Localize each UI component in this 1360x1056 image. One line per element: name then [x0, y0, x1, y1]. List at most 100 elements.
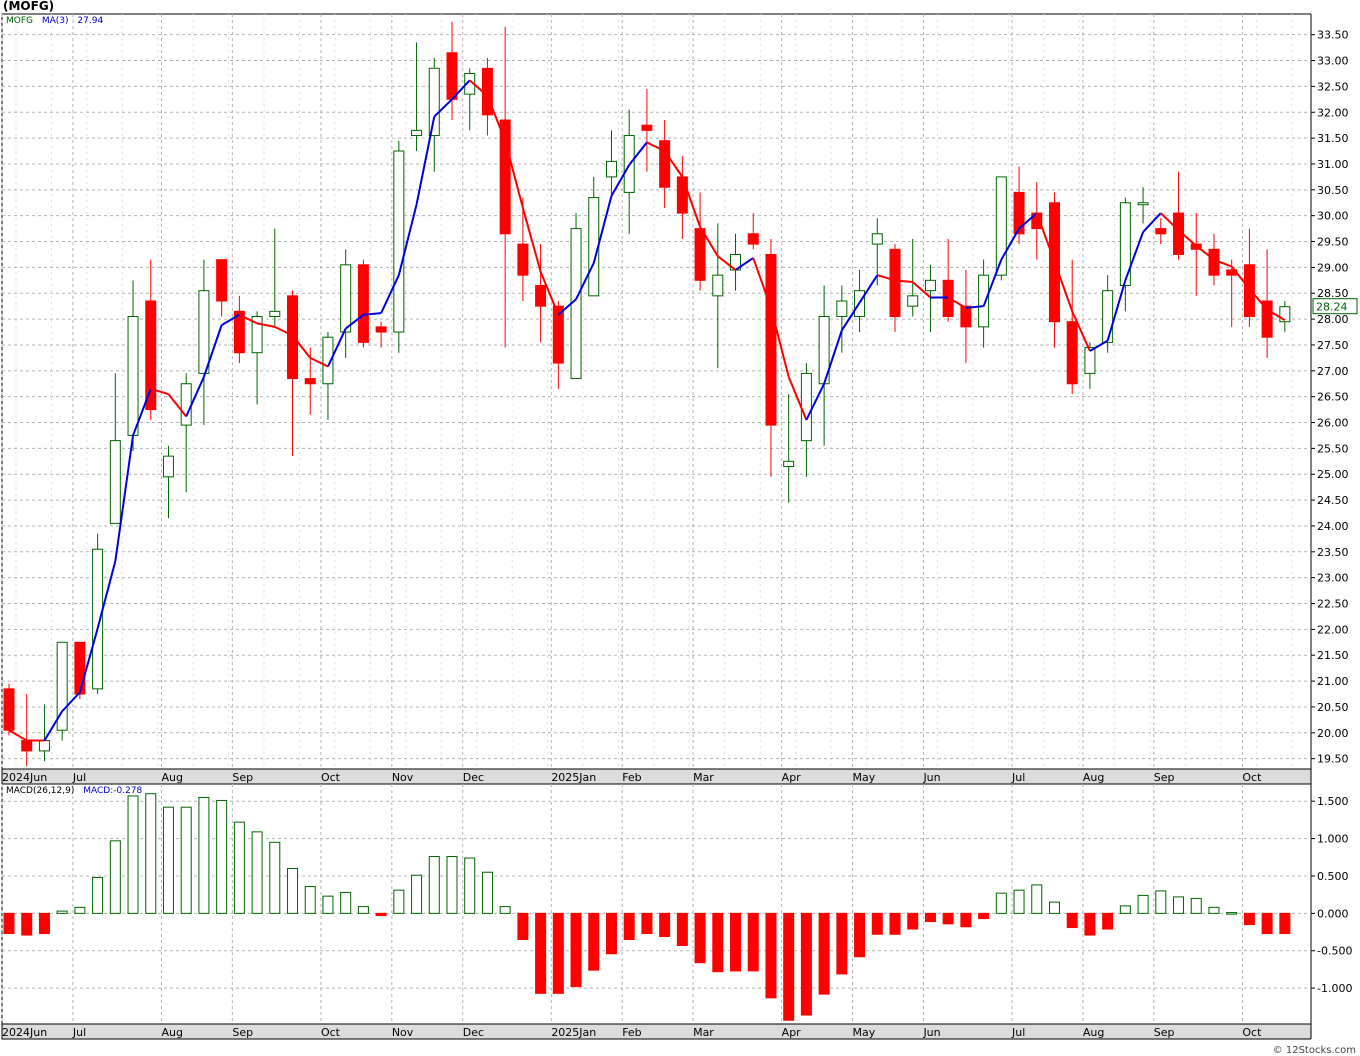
candle-body: [92, 548, 104, 690]
y-tick-label: 20.00: [1317, 727, 1349, 740]
candle-body: [978, 274, 990, 328]
y-tick-label: 30.00: [1317, 210, 1349, 223]
ma-line-segment: [363, 312, 382, 316]
ma-line-segment: [681, 176, 702, 228]
ma-line-segment: [628, 141, 648, 166]
y-tick-label: 29.50: [1317, 236, 1349, 249]
candle-body: [712, 274, 724, 297]
ma-line-segment: [433, 98, 453, 118]
macd-bar: [889, 912, 901, 935]
candle-body: [765, 253, 777, 426]
candle-body: [233, 310, 245, 354]
legend-symbol: MOFG: [6, 16, 33, 26]
macd-bar: [854, 912, 866, 958]
x-tick-label: 2024Jun: [2, 771, 47, 784]
macd-bar: [605, 912, 617, 955]
macd-bar: [836, 912, 848, 975]
macd-bar: [1190, 897, 1202, 914]
ma-line-segment: [1018, 212, 1038, 230]
macd-bar: [570, 912, 582, 988]
macd-bar: [216, 799, 228, 914]
ma-line-segment: [1124, 231, 1145, 281]
candle-body: [145, 300, 157, 411]
macd-bar: [464, 857, 476, 914]
x-tick-label: Aug: [1083, 771, 1104, 784]
y-tick-label: 32.00: [1317, 106, 1349, 119]
macd-bar: [517, 912, 529, 941]
macd-y-tick-label: 0.500: [1317, 870, 1349, 883]
macd-bar: [694, 912, 706, 964]
ma-line-segment: [521, 207, 542, 272]
candle-body: [694, 228, 706, 281]
candle-body: [659, 140, 671, 188]
macd-bar: [800, 912, 812, 1016]
ma-line-segment: [274, 325, 293, 337]
legend-macd-value: MACD:-0.278: [83, 786, 143, 796]
ma-line-segment: [345, 314, 365, 330]
macd-bar: [145, 793, 157, 914]
y-tick-label: 31.50: [1317, 132, 1349, 145]
ma-line-segment: [132, 388, 152, 436]
ma-line-segment: [982, 259, 1003, 307]
ma-line-segment: [61, 691, 81, 712]
ma-line-segment: [291, 334, 312, 359]
ma-line-segment: [504, 140, 524, 209]
macd-bar: [74, 906, 86, 914]
candle-body: [1279, 306, 1291, 323]
macd-bar: [1243, 912, 1255, 926]
macd-bar: [1066, 912, 1078, 929]
candle-body: [960, 305, 972, 328]
x-tick-label: Mar: [693, 771, 714, 784]
x-tick-label: Dec: [463, 1026, 484, 1039]
ma-line-segment: [876, 274, 896, 282]
candle-body: [21, 740, 33, 752]
macd-bar: [818, 912, 830, 995]
y-tick-label: 26.50: [1317, 391, 1349, 404]
ma-line-segment: [1053, 261, 1074, 312]
macd-bar: [588, 912, 600, 971]
x-tick-label: Sep: [1154, 771, 1175, 784]
candle-body: [535, 284, 547, 307]
ma-line-segment: [947, 296, 967, 309]
ma-line-segment: [805, 383, 826, 421]
macd-bar: [730, 912, 742, 972]
candle-body: [907, 295, 919, 307]
y-tick-label: 21.00: [1317, 675, 1349, 688]
x-tick-label: Apr: [782, 1026, 802, 1039]
macd-bar: [428, 856, 440, 914]
candle-body: [74, 641, 86, 695]
ma-line-segment: [717, 255, 737, 271]
candle-body: [287, 295, 299, 380]
macd-bar: [357, 906, 369, 914]
candle-body: [1013, 191, 1025, 235]
candle-body: [322, 336, 334, 385]
macd-bar: [1137, 894, 1149, 914]
candle-body: [517, 243, 529, 276]
macd-bar: [942, 912, 954, 925]
macd-bar: [446, 856, 458, 914]
x-tick-label: Mar: [693, 1026, 714, 1039]
macd-y-tick-label: -1.000: [1317, 982, 1352, 995]
macd-y-tick-label: 1.000: [1317, 833, 1349, 846]
y-tick-label: 22.50: [1317, 598, 1349, 611]
ma-line-segment: [840, 302, 861, 331]
macd-bar: [1155, 890, 1167, 914]
macd-bar: [322, 895, 334, 914]
candle-body: [783, 460, 795, 467]
ma-line-segment: [539, 271, 560, 316]
x-tick-label: Sep: [1154, 1026, 1175, 1039]
y-tick-label: 28.50: [1317, 287, 1349, 300]
last-price-box: [1312, 298, 1358, 315]
macd-bar: [712, 912, 724, 973]
ma-line-segment: [610, 164, 631, 197]
macd-bar: [340, 891, 352, 914]
y-tick-label: 28.00: [1317, 313, 1349, 326]
macd-bar: [375, 912, 387, 917]
macd-bar: [1119, 905, 1131, 914]
macd-bar: [871, 912, 883, 935]
macd-bar: [960, 912, 972, 928]
ma-line-segment: [592, 195, 613, 264]
candle-body: [198, 290, 210, 374]
ma-line-segment: [1213, 258, 1233, 268]
macd-bar: [783, 912, 795, 1021]
